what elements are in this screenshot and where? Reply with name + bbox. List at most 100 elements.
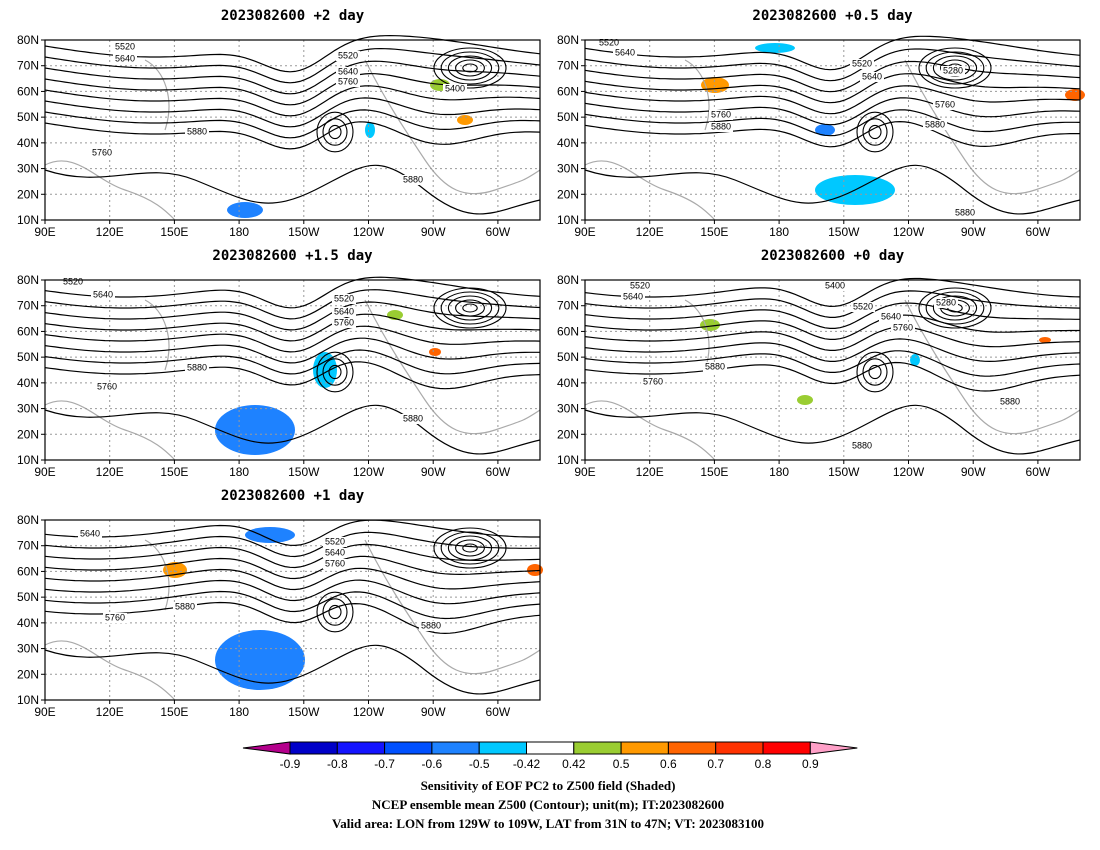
lat-tick-label: 10N (557, 453, 579, 467)
colorbar-tick-label: -0.8 (327, 757, 348, 771)
lon-tick-label: 150E (700, 465, 728, 479)
contour-label: 5880 (175, 601, 195, 611)
contour-label-bg (823, 281, 847, 291)
lon-tick-label: 180 (229, 225, 249, 239)
shading (700, 319, 720, 331)
contour-label: 5520 (115, 41, 135, 51)
shading (313, 352, 337, 388)
lat-tick-label: 60N (557, 324, 579, 338)
panel-title: 2023082600 +0.5 day (752, 8, 913, 24)
contour-label: 5760 (643, 376, 663, 386)
contour-label-bg (597, 38, 621, 48)
caption: Valid area: LON from 129W to 109W, LAT f… (332, 816, 764, 831)
lat-tick-label: 20N (557, 187, 579, 201)
contour-label: 5280 (943, 65, 963, 75)
lat-tick-label: 20N (17, 427, 39, 441)
contour-label-bg (113, 42, 137, 52)
lat-tick-label: 40N (17, 376, 39, 390)
colorbar-tick-label: -0.7 (374, 757, 395, 771)
lon-tick-label: 180 (229, 465, 249, 479)
contour-label: 5760 (334, 317, 354, 327)
colorbar-segment (336, 741, 386, 755)
lat-tick-label: 40N (557, 376, 579, 390)
contour-label-bg (323, 537, 347, 547)
contour-low (447, 535, 493, 561)
caption: NCEP ensemble mean Z500 (Contour); unit(… (372, 797, 724, 812)
contour-label: 5880 (852, 440, 872, 450)
colorbar-segment (384, 741, 433, 755)
contour (44, 361, 541, 390)
contour-label: 5640 (325, 547, 345, 557)
contour (584, 73, 1081, 104)
contour-label: 5640 (881, 311, 901, 321)
contour-label: 5880 (705, 361, 725, 371)
contour (44, 337, 540, 364)
map-panel: 2023082600 +1 day56405520564057605880576… (17, 488, 543, 719)
lat-tick-label: 10N (17, 693, 39, 707)
contour-high (316, 351, 354, 393)
contour (44, 579, 541, 605)
contour (44, 97, 541, 128)
lon-tick-label: 150W (288, 465, 320, 479)
contour-label: 5880 (1000, 396, 1020, 406)
lon-tick-label: 150E (160, 225, 188, 239)
contour-label-bg (703, 362, 727, 372)
colorbar-tick-label: -0.42 (513, 757, 541, 771)
lat-tick-label: 70N (17, 299, 39, 313)
colorbar-segment (573, 741, 622, 755)
contour-label-bg (173, 602, 197, 612)
contour (584, 326, 1081, 351)
lat-tick-label: 10N (17, 213, 39, 227)
colorbar-tick-label: 0.42 (562, 757, 586, 771)
shading (215, 405, 295, 455)
contour-label-bg (933, 100, 957, 110)
contour-label: 5880 (187, 126, 207, 136)
lon-tick-label: 180 (769, 465, 789, 479)
lat-tick-label: 60N (17, 84, 39, 98)
contour (584, 350, 1081, 377)
map-panel: 2023082600 +0 day54005520564055205640576… (557, 248, 1081, 479)
contour-label-bg (709, 110, 733, 120)
contour-label-bg (613, 48, 637, 58)
shading (1039, 337, 1051, 343)
contour (584, 120, 1080, 148)
lon-tick-label: 180 (229, 705, 249, 719)
lon-tick-label: 150W (828, 465, 860, 479)
lat-tick-label: 70N (17, 539, 39, 553)
contour-label: 5520 (853, 301, 873, 311)
contour-low (925, 291, 985, 325)
contour (584, 302, 1080, 329)
contour-label: 5880 (711, 121, 731, 131)
contour-label: 5760 (325, 558, 345, 568)
panel-frame (44, 519, 541, 701)
contour-label: 5880 (187, 362, 207, 372)
contour (44, 601, 541, 635)
lon-tick-label: 90E (574, 225, 595, 239)
lat-tick-label: 30N (17, 642, 39, 656)
contour (584, 109, 1081, 137)
contour (584, 48, 1081, 82)
contour-label-bg (401, 414, 425, 424)
contour-low (447, 55, 493, 81)
panel-title: 2023082600 +1.5 day (212, 248, 373, 264)
contour (584, 404, 1081, 455)
contour (44, 289, 541, 320)
lat-tick-label: 80N (17, 273, 39, 287)
contour-label: 5880 (955, 207, 975, 217)
shading (527, 564, 543, 576)
contour-label: 5760 (338, 76, 358, 86)
contour-label-bg (185, 363, 209, 373)
colorbar-segment (620, 741, 669, 755)
contour-label-bg (95, 382, 119, 392)
lon-tick-label: 60W (1026, 225, 1051, 239)
contour (44, 543, 541, 569)
contour (44, 644, 541, 695)
contour-label-bg (332, 294, 356, 304)
lat-tick-label: 50N (557, 350, 579, 364)
lon-tick-label: 180 (769, 225, 789, 239)
colorbar-arrow (242, 741, 291, 755)
contour (44, 60, 541, 95)
lon-tick-label: 150E (160, 465, 188, 479)
contour-label-bg (185, 127, 209, 137)
